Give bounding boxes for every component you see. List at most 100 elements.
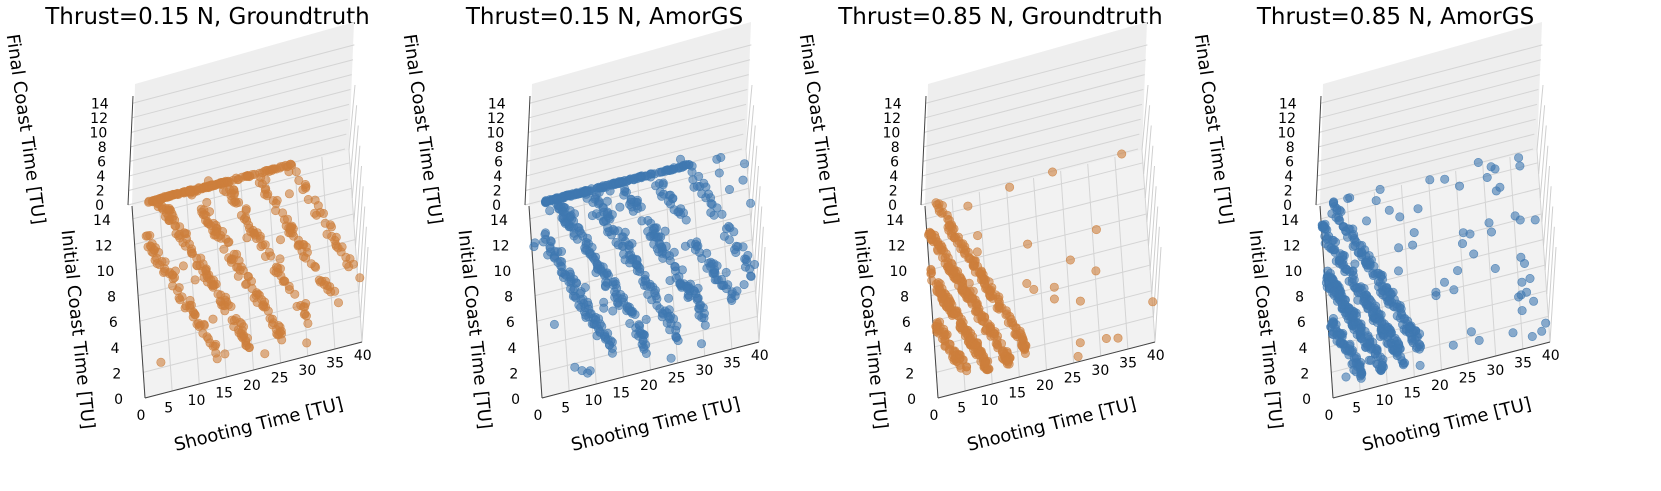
data-point [1515, 161, 1525, 171]
x-tick-label: 30 [298, 363, 316, 379]
data-point [1327, 274, 1337, 284]
grid-line-wall [755, 206, 763, 295]
data-point [242, 233, 252, 243]
data-point [643, 216, 653, 226]
data-point [580, 188, 590, 198]
z-tick-label: 0 [492, 198, 501, 214]
data-point [641, 348, 651, 358]
data-point [675, 154, 685, 164]
data-point [188, 248, 198, 258]
data-point [671, 266, 681, 276]
data-point [199, 319, 209, 329]
grid-line-x [1033, 177, 1047, 371]
y-tick-label: 4 [904, 341, 913, 357]
data-point [943, 262, 953, 272]
data-point [939, 324, 949, 334]
data-point [1473, 158, 1483, 168]
grid-line-y [533, 213, 751, 271]
data-point [731, 241, 741, 251]
data-point [591, 268, 601, 278]
data-point [1409, 228, 1419, 238]
data-point [1537, 326, 1547, 336]
grid-line-x [1087, 163, 1102, 357]
data-point [615, 202, 625, 212]
x-tick-label: 0 [1325, 408, 1334, 424]
data-point [549, 319, 559, 329]
data-point [1344, 303, 1354, 313]
grid-line-wall [750, 145, 758, 223]
z-tick-label: 10 [90, 125, 108, 141]
grid-line-wall [1546, 206, 1554, 295]
x-tick-label: 35 [326, 356, 344, 372]
grid-line-z [924, 74, 1145, 133]
y-tick-label: 2 [112, 366, 121, 382]
data-point [971, 340, 981, 350]
data-point [1329, 197, 1339, 207]
z-axis-label: Final Coast Time [TU] [399, 33, 447, 226]
data-point [661, 241, 671, 251]
data-point [220, 295, 230, 305]
z-tick-label: 0 [95, 198, 104, 214]
grid-line-z [128, 133, 347, 191]
data-point [967, 299, 977, 309]
data-point [303, 318, 313, 328]
data-point [165, 191, 175, 201]
data-point [666, 353, 676, 363]
y-tick-label: 10 [494, 264, 512, 280]
data-point [1005, 182, 1015, 192]
data-point [664, 293, 674, 303]
grid-line-x [1482, 163, 1497, 357]
data-point [1525, 273, 1535, 283]
grid-line-z [129, 103, 350, 162]
data-point [1019, 343, 1029, 353]
x-tick-label: 10 [188, 393, 206, 409]
data-point [174, 231, 184, 241]
data-point [1396, 352, 1406, 362]
data-point [1510, 211, 1520, 221]
data-point [556, 267, 566, 277]
data-point [1354, 248, 1364, 258]
grid-line-wall [752, 165, 759, 247]
data-point [1091, 266, 1101, 276]
x-tick-label: 0 [930, 408, 939, 424]
data-point [1466, 327, 1476, 337]
data-point [576, 295, 586, 305]
x-tick-label: 25 [1459, 371, 1477, 387]
data-point [211, 220, 221, 230]
data-point [260, 349, 270, 359]
data-point [1457, 239, 1467, 249]
data-point [185, 187, 195, 197]
data-point [333, 243, 343, 253]
data-point [1101, 333, 1111, 343]
data-point [620, 255, 630, 265]
data-point [641, 314, 651, 324]
data-point [1440, 174, 1450, 184]
z-tick-label: 6 [97, 154, 106, 170]
data-point [599, 207, 609, 217]
y-tick-label: 2 [1300, 366, 1309, 382]
data-point [635, 172, 645, 182]
grid-line-z [1318, 89, 1539, 148]
plot-canvas: 0 5 10 15 20 25 30 35 400246810121402468101214Sh… [795, 22, 1165, 456]
data-point [618, 177, 628, 187]
z-tick-label: 0 [1283, 198, 1292, 214]
data-point [738, 175, 748, 185]
grid-line-x [1114, 156, 1129, 350]
z-tick-label: 12 [90, 111, 108, 127]
data-point [739, 280, 749, 290]
grid-line-z [527, 89, 748, 148]
data-point [271, 198, 281, 208]
data-point [635, 326, 645, 336]
grid-line-z [131, 59, 354, 119]
z-tick-label: 14 [1279, 96, 1297, 112]
data-point [636, 202, 646, 212]
y-axis-label: Initial Coast Time [TU] [454, 229, 496, 430]
data-point [1375, 184, 1385, 194]
data-point [226, 301, 236, 311]
x-tick-label: 35 [723, 356, 741, 372]
data-point [156, 194, 166, 204]
data-point [199, 273, 209, 283]
data-point [750, 259, 760, 269]
data-point [973, 231, 983, 241]
data-point [255, 234, 265, 244]
